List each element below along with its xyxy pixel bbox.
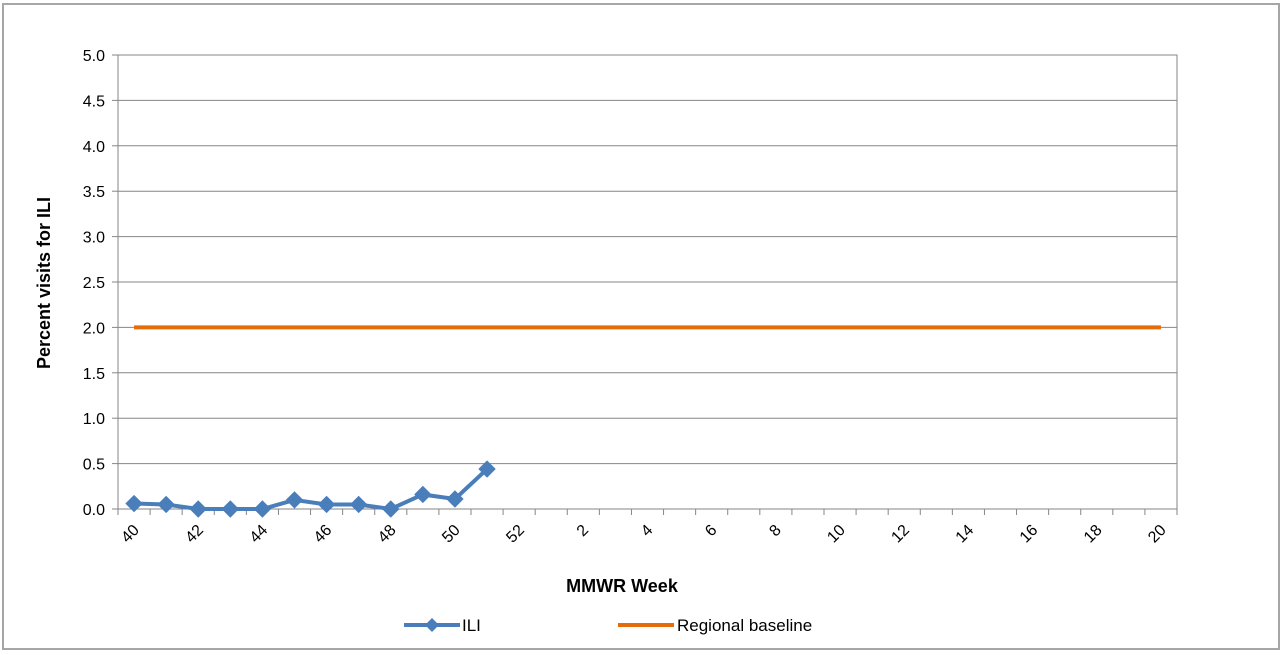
x-tick-label: 10	[824, 522, 849, 547]
ili-data-point	[478, 460, 496, 478]
x-tick-label: 18	[1081, 522, 1106, 547]
x-tick-label: 42	[182, 522, 207, 547]
legend-ili-label: ILI	[462, 616, 481, 635]
legend-baseline-label: Regional baseline	[677, 616, 812, 635]
ili-data-point	[446, 490, 464, 508]
y-tick-label: 2.5	[83, 275, 105, 292]
y-tick-label: 1.5	[83, 366, 105, 383]
x-tick-label: 44	[247, 522, 272, 547]
gridlines	[118, 54, 1177, 510]
y-tick-label: 5.0	[83, 48, 105, 65]
y-tick-label: 1.0	[83, 411, 105, 428]
x-tick-label: 12	[888, 522, 913, 547]
x-tick-label: 8	[766, 522, 784, 540]
y-tick-label: 3.5	[83, 184, 105, 201]
ili-data-point	[189, 500, 207, 518]
x-tick-label: 52	[503, 522, 528, 547]
x-tick-labels: 40 42 44 46 48 50 52 2 4 6 8 10 12 14 16 18 20	[118, 522, 1170, 547]
y-tick-label: 4.0	[83, 139, 105, 156]
y-tick-label: 2.0	[83, 320, 105, 337]
y-tick-label: 4.5	[83, 93, 105, 110]
ili-data-point	[157, 495, 175, 514]
x-tick-label: 40	[118, 522, 143, 547]
axes	[112, 54, 1178, 515]
x-tick-label: 20	[1145, 522, 1170, 547]
y-tick-label: 0.0	[83, 502, 105, 519]
ili-data-point	[253, 500, 272, 518]
series-line-ili	[133, 467, 489, 511]
x-tick-label: 50	[439, 522, 464, 547]
y-tick-labels: 0.0 0.5 1.0 1.5 2.0 2.5 3.0 3.5 4.0 4.5 5.0	[83, 48, 105, 519]
series	[125, 325, 1161, 518]
x-tick-label: 2	[574, 522, 592, 540]
x-tick-label: 14	[953, 522, 978, 547]
y-tick-label: 0.5	[83, 457, 105, 474]
ili-data-point	[285, 491, 304, 509]
x-tick-label: 46	[311, 522, 336, 547]
ili-data-point	[382, 500, 400, 518]
ili-data-point	[221, 500, 240, 518]
plot-area-border	[117, 54, 1178, 510]
x-tick-label: 16	[1017, 522, 1042, 547]
x-tick-label: 6	[702, 522, 720, 540]
legend: ILI Regional baseline	[404, 616, 812, 635]
ili-data-point	[349, 495, 368, 514]
ili-data-point	[125, 494, 143, 513]
ili-data-point	[414, 485, 432, 504]
y-axis-title: Percent visits for ILI	[34, 197, 54, 369]
x-axis-title: MMWR Week	[566, 576, 679, 596]
legend-ili-marker	[425, 618, 439, 632]
ili-data-point	[317, 495, 336, 514]
x-tick-label: 48	[375, 522, 400, 547]
x-tick-label: 4	[638, 522, 656, 540]
y-tick-label: 3.0	[83, 230, 105, 247]
